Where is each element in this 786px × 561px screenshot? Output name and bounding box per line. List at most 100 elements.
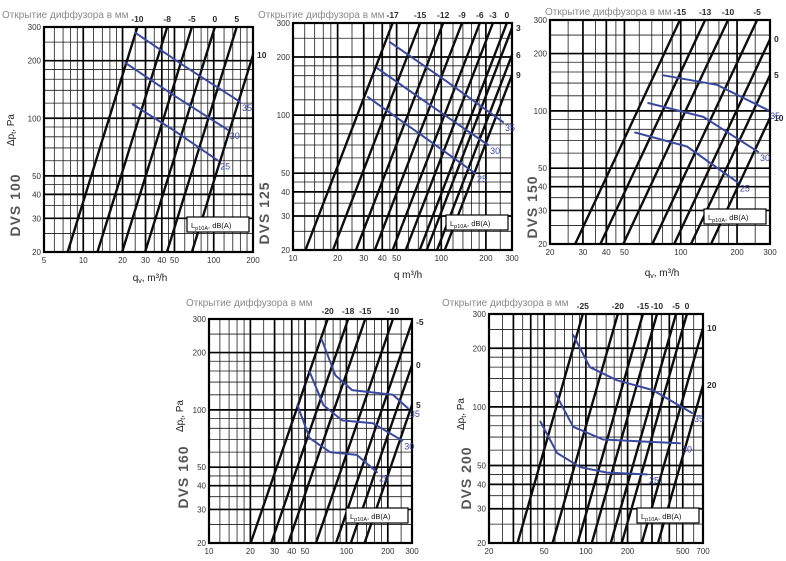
- noise-level-label: 25: [477, 174, 487, 184]
- opening-label: 5: [416, 400, 421, 410]
- opening-line-20: [656, 380, 703, 543]
- x-tick-label: 20: [546, 248, 555, 257]
- x-tick-label: 50: [170, 256, 179, 265]
- x-tick-label: 20: [118, 256, 127, 265]
- opening-label: -6: [476, 10, 484, 20]
- opening-label: 6: [516, 50, 521, 60]
- noise-curve-25: [539, 420, 648, 476]
- noise-level-label: 30: [404, 442, 414, 452]
- x-tick-label: 30: [359, 254, 368, 263]
- y-tick-label: 50: [197, 463, 206, 472]
- y-tick-label: 50: [281, 169, 290, 178]
- y-tick-label: 40: [32, 190, 41, 199]
- noise-curve-30: [376, 67, 490, 146]
- x-tick-label: 700: [696, 547, 710, 556]
- opening-line-0: [349, 361, 412, 543]
- x-tick-label: 20: [246, 547, 255, 556]
- y-tick-label: 50: [538, 164, 547, 173]
- noise-curve-25: [634, 131, 739, 184]
- noise-curve-35: [320, 338, 409, 410]
- noise-box: [636, 507, 700, 524]
- x-tick-label: 40: [157, 256, 166, 265]
- noise-curves: [366, 41, 504, 175]
- noise-level-label: 25: [379, 473, 389, 483]
- x-tick-label: 200: [479, 254, 493, 263]
- noise-level-label: 30: [490, 146, 500, 156]
- noise-curve-35: [572, 334, 693, 414]
- plot-border: [207, 317, 414, 545]
- x-tick-label: 100: [435, 254, 449, 263]
- noise-level-label: 25: [649, 475, 659, 485]
- opening-label: 10: [707, 323, 717, 333]
- x-tick-label: 30: [578, 248, 587, 257]
- noise-level-label: 35: [694, 414, 704, 424]
- model-label: DVS 125: [256, 181, 272, 244]
- y-tick-label: 20: [32, 248, 41, 257]
- opening-label: -17: [386, 10, 399, 20]
- opening-line--20: [249, 319, 329, 543]
- x-tick-label: 500: [676, 547, 690, 556]
- x-tick-label: 100: [579, 547, 593, 556]
- plot-border: [42, 25, 255, 254]
- x-axis-title: qv, m³/h: [133, 273, 168, 285]
- opening-label: -10: [651, 301, 664, 311]
- opening-lines: [516, 314, 703, 543]
- y-tick-label: 20: [477, 539, 486, 548]
- opening-label: -15: [414, 10, 427, 20]
- y-tick-label: 100: [193, 406, 207, 415]
- y-tick-label: 100: [277, 111, 291, 120]
- y-tick-label: 100: [473, 403, 487, 412]
- opening-line--20: [551, 314, 619, 543]
- opening-label: 9: [516, 70, 521, 80]
- noise-box: [186, 216, 250, 233]
- opening-line--12: [354, 23, 445, 250]
- plot-border: [548, 18, 772, 246]
- noise-level-label: 25: [740, 184, 750, 194]
- y-tick-label: 300: [277, 19, 291, 28]
- opening-label: 3: [516, 23, 521, 33]
- opening-line-5: [363, 401, 412, 543]
- opening-line--9: [373, 23, 464, 250]
- x-tick-label: 40: [378, 254, 387, 263]
- y-tick-label: 50: [477, 462, 486, 471]
- opening-label: 5: [774, 70, 779, 80]
- y-axis-title: Δpt, Pa: [456, 398, 468, 430]
- plot-border: [487, 312, 705, 545]
- opening-lines: [304, 23, 512, 250]
- chart-title: Открытие диффузора в мм: [442, 297, 569, 309]
- opening-line--18: [270, 319, 350, 543]
- y-tick-label: 30: [477, 505, 486, 514]
- noise-curve-35: [134, 31, 241, 103]
- x-tick-label: 50: [301, 547, 310, 556]
- y-tick-label: 200: [277, 53, 291, 62]
- chart-title: Открытие диффузора в мм: [2, 9, 129, 21]
- noise-level-label: 35: [770, 111, 780, 121]
- x-tick-label: 30: [141, 256, 150, 265]
- opening-line-3: [425, 24, 512, 250]
- noise-curve-25: [366, 96, 476, 175]
- y-tick-label: 40: [197, 482, 206, 491]
- x-tick-label: 20: [485, 547, 494, 556]
- noise-curves: [634, 74, 770, 184]
- x-tick-label: 100: [207, 256, 221, 265]
- noise-level-label: 30: [682, 444, 692, 454]
- opening-line--10: [590, 314, 659, 543]
- y-tick-label: 30: [281, 212, 290, 221]
- opening-line--13: [599, 20, 707, 244]
- chart-title: Открытие диффузора в мм: [186, 297, 313, 309]
- opening-line--15: [576, 314, 645, 543]
- y-tick-label: 200: [534, 50, 548, 59]
- y-tick-label: 20: [538, 240, 547, 249]
- y-tick-label: 200: [473, 344, 487, 353]
- opening-label: -8: [163, 14, 171, 24]
- x-tick-label: 10: [289, 254, 298, 263]
- x-tick-label: 30: [270, 547, 279, 556]
- opening-line--5: [120, 27, 194, 252]
- noise-curves: [124, 31, 241, 162]
- model-label: DVS 100: [7, 173, 23, 236]
- y-tick-label: 300: [473, 310, 487, 319]
- x-tick-label: 10: [79, 256, 88, 265]
- opening-label: 10: [774, 113, 784, 123]
